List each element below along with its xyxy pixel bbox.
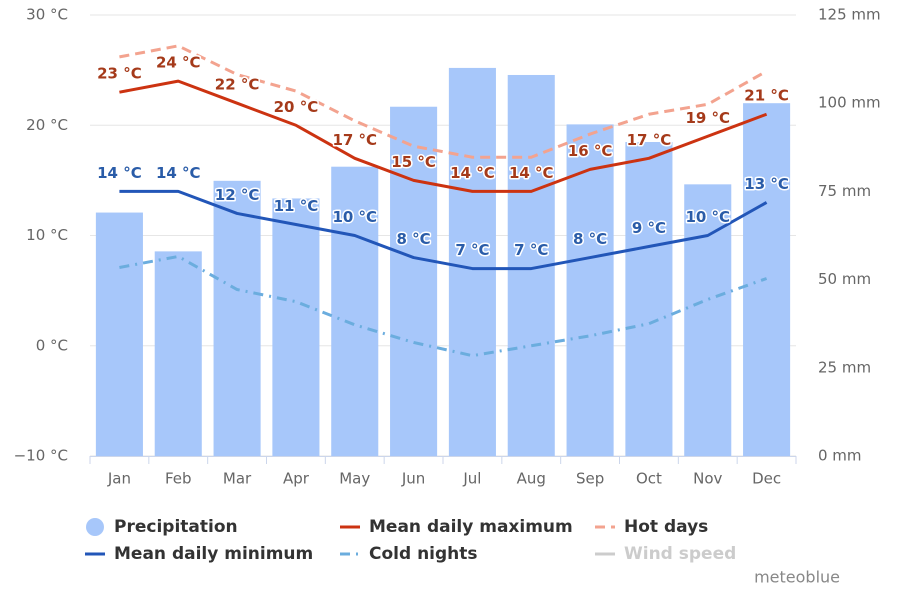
data-label: 17 °C — [332, 131, 377, 149]
legend-label: Hot days — [624, 517, 708, 537]
data-label: 15 °C — [391, 153, 436, 171]
data-label: 7 °C — [514, 241, 548, 259]
bar — [154, 251, 202, 456]
y2-tick-label: 75 mm — [818, 182, 871, 200]
x-tick-label: Jan — [107, 470, 131, 488]
y2-tick-label: 25 mm — [818, 358, 871, 376]
data-label: 24 °C — [156, 54, 201, 72]
x-tick-label: May — [339, 470, 370, 488]
bar — [625, 142, 673, 456]
x-tick-label: Jun — [401, 470, 425, 488]
bar — [213, 180, 261, 457]
data-label: 10 °C — [332, 208, 377, 226]
data-label: 10 °C — [685, 208, 730, 226]
x-tick-label: Feb — [165, 470, 192, 488]
data-label: 14 °C — [509, 164, 554, 182]
data-label: 23 °C — [97, 65, 142, 83]
legend-label: Mean daily minimum — [114, 544, 313, 564]
y-tick-label: −10 °C — [14, 447, 68, 465]
y-tick-label: 20 °C — [26, 116, 68, 134]
y2-tick-label: 100 mm — [818, 94, 881, 112]
data-label: 12 °C — [215, 186, 260, 204]
x-tick-label: Nov — [693, 470, 722, 488]
data-label: 8 °C — [573, 230, 607, 248]
data-label: 14 °C — [450, 164, 495, 182]
y-tick-label: 10 °C — [26, 226, 68, 244]
data-label: 22 °C — [215, 76, 260, 94]
data-label: 11 °C — [274, 197, 319, 215]
legend-label: Cold nights — [369, 544, 478, 564]
y-tick-label: 0 °C — [36, 336, 68, 354]
data-label: 21 °C — [744, 87, 789, 105]
y2-tick-label: 50 mm — [818, 270, 871, 288]
data-label: 17 °C — [627, 131, 672, 149]
data-label: 14 °C — [156, 164, 201, 182]
y2-tick-label: 125 mm — [818, 6, 881, 24]
data-label: 9 °C — [632, 219, 666, 237]
credit: meteoblue — [754, 568, 840, 587]
bar — [684, 184, 732, 456]
x-tick-label: Dec — [752, 470, 781, 488]
y-tick-label: 30 °C — [26, 6, 68, 24]
bar — [272, 198, 320, 456]
bar — [95, 212, 143, 456]
x-tick-label: Apr — [283, 470, 310, 488]
data-label: 13 °C — [744, 175, 789, 193]
line — [119, 254, 768, 358]
data-label: 8 °C — [396, 230, 430, 248]
bar — [331, 166, 379, 457]
legend-label: Mean daily maximum — [369, 517, 573, 537]
line — [119, 189, 768, 271]
x-tick-label: Sep — [576, 470, 604, 488]
data-label: 19 °C — [685, 109, 730, 127]
legend-label: Wind speed — [624, 544, 736, 564]
data-label: 16 °C — [568, 142, 613, 160]
y2-tick-label: 0 mm — [818, 447, 862, 465]
bar — [448, 67, 496, 457]
line — [119, 44, 768, 159]
x-tick-label: Aug — [517, 470, 546, 488]
data-label: 20 °C — [274, 98, 319, 116]
data-label: 14 °C — [97, 164, 142, 182]
data-label: 7 °C — [455, 241, 489, 259]
bar — [566, 124, 614, 457]
x-tick-label: Oct — [636, 470, 662, 488]
line — [119, 79, 768, 193]
x-tick-label: Jul — [462, 470, 481, 488]
bar — [390, 106, 438, 456]
x-tick-label: Mar — [223, 470, 252, 488]
legend-label: Precipitation — [114, 517, 238, 537]
legend-symbol — [86, 518, 104, 536]
